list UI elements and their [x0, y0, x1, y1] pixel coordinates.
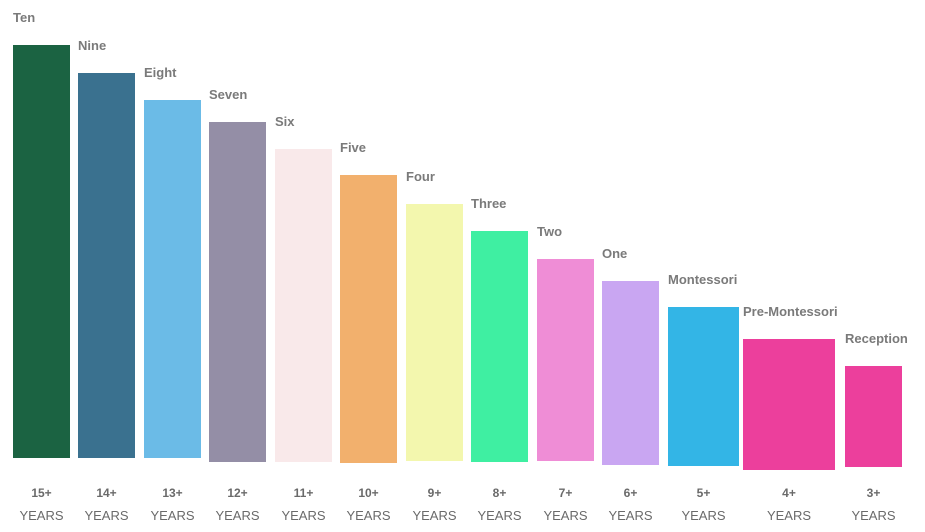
bar-eight: [144, 100, 201, 458]
bar-six: [275, 149, 332, 462]
bar-nine: [78, 73, 135, 458]
age-tick-label: 12+: [227, 486, 247, 500]
bar-two: [537, 259, 594, 461]
age-tick-label: 15+: [31, 486, 51, 500]
age-tick-label: 13+: [162, 486, 182, 500]
age-unit-label: YEARS: [19, 508, 63, 523]
bar-label: Four: [406, 169, 435, 184]
age-tick-label: 8+: [493, 486, 507, 500]
age-tick-label: 3+: [867, 486, 881, 500]
age-tick-label: 10+: [358, 486, 378, 500]
bar-montessori: [668, 307, 739, 466]
bar-label: Three: [471, 196, 506, 211]
bar-label: Five: [340, 140, 366, 155]
age-tick-label: 6+: [624, 486, 638, 500]
age-unit-label: YEARS: [543, 508, 587, 523]
age-unit-label: YEARS: [150, 508, 194, 523]
age-tick-label: 7+: [559, 486, 573, 500]
age-unit-label: YEARS: [477, 508, 521, 523]
bar-label: Montessori: [668, 272, 737, 287]
age-unit-label: YEARS: [851, 508, 895, 523]
bar-label: Pre-Montessori: [743, 304, 838, 319]
bar-label: Six: [275, 114, 295, 129]
bar-pre-montessori: [743, 339, 835, 470]
bar-five: [340, 175, 397, 463]
age-unit-label: YEARS: [346, 508, 390, 523]
age-tick-label: 5+: [697, 486, 711, 500]
age-unit-label: YEARS: [215, 508, 259, 523]
bar-label: Seven: [209, 87, 247, 102]
age-unit-label: YEARS: [281, 508, 325, 523]
age-unit-label: YEARS: [608, 508, 652, 523]
age-unit-label: YEARS: [84, 508, 128, 523]
bar-three: [471, 231, 528, 462]
bar-reception: [845, 366, 902, 467]
age-tick-label: 11+: [294, 486, 314, 500]
bar-label: Two: [537, 224, 562, 239]
bar-ten: [13, 45, 70, 458]
bar-one: [602, 281, 659, 465]
age-tick-label: 14+: [96, 486, 116, 500]
age-tick-label: 4+: [782, 486, 796, 500]
age-unit-label: YEARS: [681, 508, 725, 523]
age-unit-label: YEARS: [412, 508, 456, 523]
bar-label: Nine: [78, 38, 106, 53]
bar-label: Eight: [144, 65, 177, 80]
age-tick-label: 9+: [428, 486, 442, 500]
age-unit-label: YEARS: [767, 508, 811, 523]
bar-label: One: [602, 246, 627, 261]
bar-seven: [209, 122, 266, 462]
bar-label: Reception: [845, 331, 908, 346]
bar-label: Ten: [13, 10, 35, 25]
bar-four: [406, 204, 463, 461]
